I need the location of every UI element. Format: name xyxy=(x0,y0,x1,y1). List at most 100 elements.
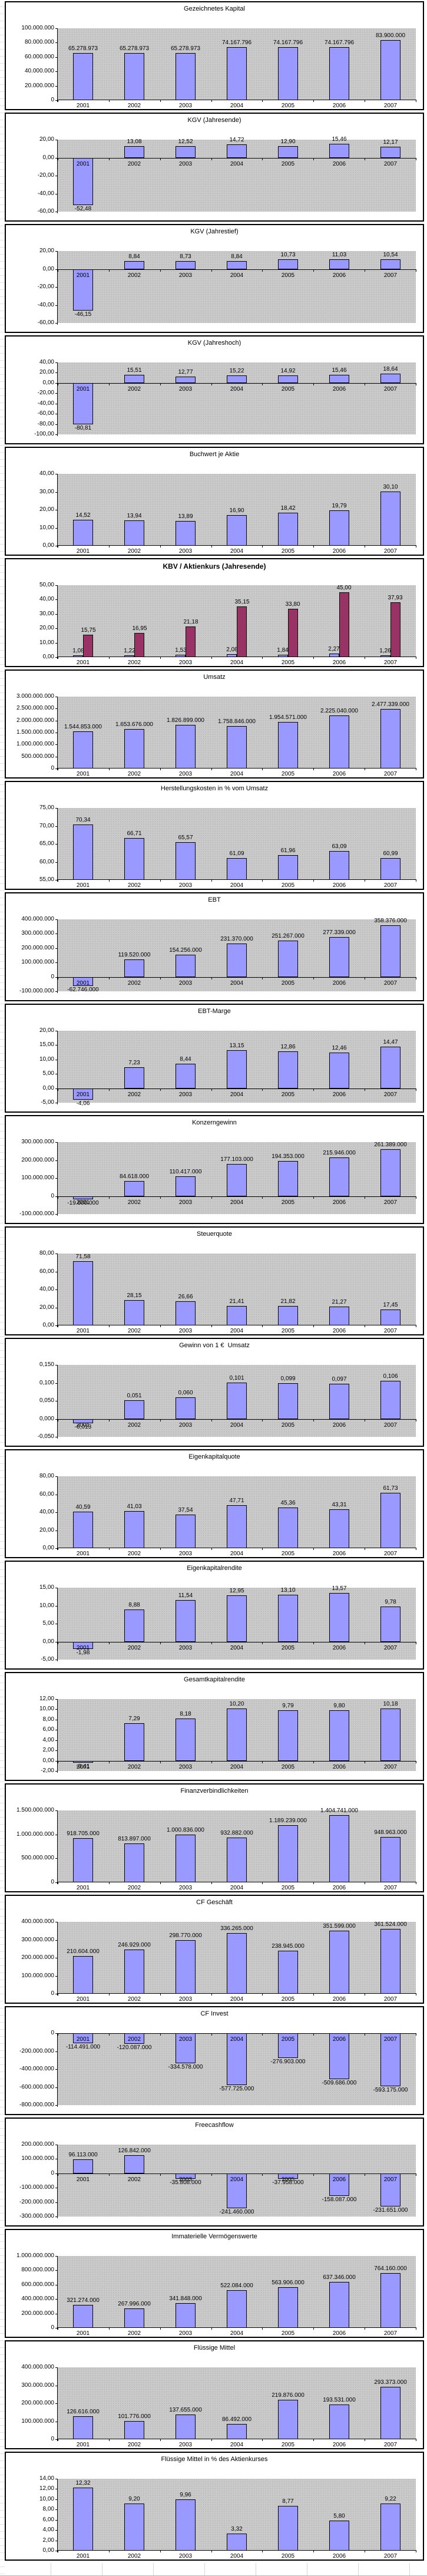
chart-freecashflow[interactable]: Freecashflow 200.000.000 100.000.000 0 -100.… xyxy=(5,2117,424,2227)
bar-2006 xyxy=(329,1157,349,1196)
category-tick-mark xyxy=(313,158,314,160)
bar-2003 xyxy=(176,1515,196,1548)
category-tick-mark xyxy=(313,1089,314,1091)
chart-cf-geschaeft[interactable]: CF Geschäft 400.000.000 300.000.000 200.000… xyxy=(5,1895,424,2004)
category-tick-mark xyxy=(160,768,161,770)
chart-konzerngewinn[interactable]: Konzerngewinn 300.000.000 200.000.000 100.0… xyxy=(5,1115,424,1224)
y-tick-mark xyxy=(55,614,58,615)
x-category-label: 2004 xyxy=(230,1996,244,2003)
bar-2002 xyxy=(124,2421,144,2439)
bar-2004 xyxy=(227,1933,247,1994)
chart-eigenkapitalquote[interactable]: Eigenkapitalquote 80,00 60,00 40,00 20,00 0,0… xyxy=(5,1449,424,1558)
chart-ebt-marge[interactable]: EBT-Marge 20,00 15,00 10,00 5,00 0,00 -5,00 -4,… xyxy=(5,1004,424,1113)
bar-2001 xyxy=(73,1196,93,1199)
chart-kgv-jahreshoch[interactable]: KGV (Jahreshoch) 40,00 20,00 0,00 -20,00 -40,… xyxy=(5,335,424,444)
y-tick-mark xyxy=(55,962,58,963)
data-label: 0,060 xyxy=(178,1390,193,1396)
y-tick-label: 300.000.000 xyxy=(21,2382,54,2389)
category-tick-mark xyxy=(262,158,263,160)
category-tick-mark xyxy=(211,1089,212,1091)
x-category-label: 2005 xyxy=(281,161,295,167)
x-category-label: 2006 xyxy=(332,1885,346,1891)
data-label: 1,08 xyxy=(72,648,84,654)
category-tick-mark xyxy=(313,879,314,882)
y-tick-label: 60,00 xyxy=(39,1268,54,1275)
category-tick-mark xyxy=(211,269,212,272)
chart-herstellungskosten[interactable]: Herstellungskosten in % vom Umsatz 75,00 7… xyxy=(5,781,424,890)
chart-fluessige-mittel-prozent-aktienkurs[interactable]: Flüssige Mittel in % des Aktienkurses 14,… xyxy=(5,2452,424,2561)
value-axis-line xyxy=(57,2256,58,2330)
category-tick-mark xyxy=(262,1419,263,1421)
y-tick-mark xyxy=(55,708,58,709)
category-tick-mark xyxy=(109,977,110,979)
chart-kbv-aktienkurs-jahresende[interactable]: KBV / Aktienkurs (Jahresende) 50,00 40,00 3… xyxy=(5,558,424,667)
category-tick-mark xyxy=(211,2439,212,2441)
y-tick-label: 60,00 xyxy=(39,859,54,865)
y-tick-label: -200.000.000 xyxy=(19,2199,54,2205)
bar-2006 xyxy=(329,2173,349,2196)
bar-2006 xyxy=(329,47,349,100)
bar-2001 xyxy=(73,1761,93,1763)
y-tick-label: 1.000.000.000 xyxy=(16,741,54,747)
category-tick-mark xyxy=(211,1325,212,1327)
category-axis-line xyxy=(58,1419,416,1420)
category-tick-mark xyxy=(313,1196,314,1199)
chart-kgv-jahresende[interactable]: KGV (Jahresende) 20,00 0,00 -20,00 -40,00 -60… xyxy=(5,113,424,222)
chart-buchwert-je-aktie[interactable]: Buchwert je Aktie 40,00 30,00 20,00 10,00 0,0… xyxy=(5,447,424,556)
data-label: 13,15 xyxy=(229,1043,244,1049)
data-label: 74.167.796 xyxy=(221,39,252,46)
y-tick-label: 20,00 xyxy=(39,625,54,631)
y-tick-label: -60,00 xyxy=(37,319,54,326)
category-tick-mark xyxy=(262,100,263,102)
chart-umsatz[interactable]: Umsatz 3.000.000.000 2.500.000.000 2.000.00… xyxy=(5,669,424,779)
y-tick-label: 0,050 xyxy=(39,1397,54,1404)
chart-gesamtkapitalrendite[interactable]: Gesamtkapitalrendite 12,00 10,00 8,00 6,00 4,… xyxy=(5,1672,424,1781)
y-tick-label: 2,00 xyxy=(42,1747,54,1753)
data-label: -276.903.000 xyxy=(270,2059,306,2065)
data-label: 8,77 xyxy=(282,2498,294,2505)
bar-2006 xyxy=(329,2405,349,2439)
x-category-label: 2005 xyxy=(281,103,295,109)
y-tick-mark xyxy=(55,2270,58,2271)
x-category-label: 2003 xyxy=(178,2176,193,2183)
y-tick-mark xyxy=(55,393,58,394)
y-tick-mark xyxy=(55,1882,58,1883)
y-tick-label: 0 xyxy=(51,2030,54,2036)
y-tick-label: 0,00 xyxy=(42,1085,54,1091)
data-label: 13,10 xyxy=(280,1587,296,1594)
chart-eigenkapitalrendite[interactable]: Eigenkapitalrendite 15,00 10,00 5,00 0,00 -5,… xyxy=(5,1561,424,1670)
bar-2007 xyxy=(380,1607,400,1642)
category-tick-mark xyxy=(109,2033,110,2036)
y-tick-mark xyxy=(55,862,58,863)
chart-gezeichnetes-kapital[interactable]: Gezeichnetes Kapital 100.000.000 80.000.00… xyxy=(5,1,424,110)
bar-2003 xyxy=(176,377,196,383)
data-label: 1,84 xyxy=(277,647,289,654)
y-tick-label: -5,00 xyxy=(41,1656,54,1663)
chart-steuerquote[interactable]: Steuerquote 80,00 60,00 40,00 20,00 0,00 71,58… xyxy=(5,1226,424,1335)
chart-kgv-jahrestief[interactable]: KGV (Jahrestief) 20,00 0,00 -20,00 -40,00 -60… xyxy=(5,224,424,333)
chart-title: Flüssige Mittel in % des Aktienkurses xyxy=(161,2456,268,2463)
chart-fluessige-mittel[interactable]: Flüssige Mittel 400.000.000 300.000.000 200… xyxy=(5,2340,424,2449)
x-category-label: 2004 xyxy=(230,2553,244,2559)
chart-finanzverbindlichkeiten[interactable]: Finanzverbindlichkeiten 1.500.000.000 1.00… xyxy=(5,1783,424,1892)
category-tick-mark xyxy=(313,1548,314,1550)
data-label: 16,90 xyxy=(229,507,244,514)
chart-ebt[interactable]: EBT 400.000.000 300.000.000 200.000.000 100.… xyxy=(5,892,424,1001)
y-tick-label: 0,00 xyxy=(42,380,54,386)
chart-immaterielle-vermoegenswerte[interactable]: Immaterielle Vermögenswerte 1.000.000.000… xyxy=(5,2229,424,2338)
x-category-label: 2002 xyxy=(127,2036,141,2043)
y-tick-label: 40.000.000 xyxy=(24,68,54,74)
x-category-label: 2005 xyxy=(281,548,295,555)
chart-cf-invest[interactable]: CF Invest 0 -200.000.000 -400.000.000 -600.0… xyxy=(5,2006,424,2115)
data-label: 177.103.000 xyxy=(220,1156,253,1163)
x-category-label: 2005 xyxy=(281,980,295,987)
y-tick-label: 5,00 xyxy=(42,1620,54,1627)
bar-2006 xyxy=(329,2282,349,2328)
category-tick-mark xyxy=(109,657,110,659)
chart-title: Freecashflow xyxy=(195,2122,234,2129)
category-tick-mark xyxy=(262,1761,263,1763)
category-tick-mark xyxy=(262,1993,263,1996)
chart-gewinn-je-euro-umsatz[interactable]: Gewinn von 1 € Umsatz 0,150 0,100 0,050 0,00… xyxy=(5,1338,424,1447)
data-label: 86.492.000 xyxy=(221,2416,252,2423)
data-label: 60,99 xyxy=(383,850,398,857)
